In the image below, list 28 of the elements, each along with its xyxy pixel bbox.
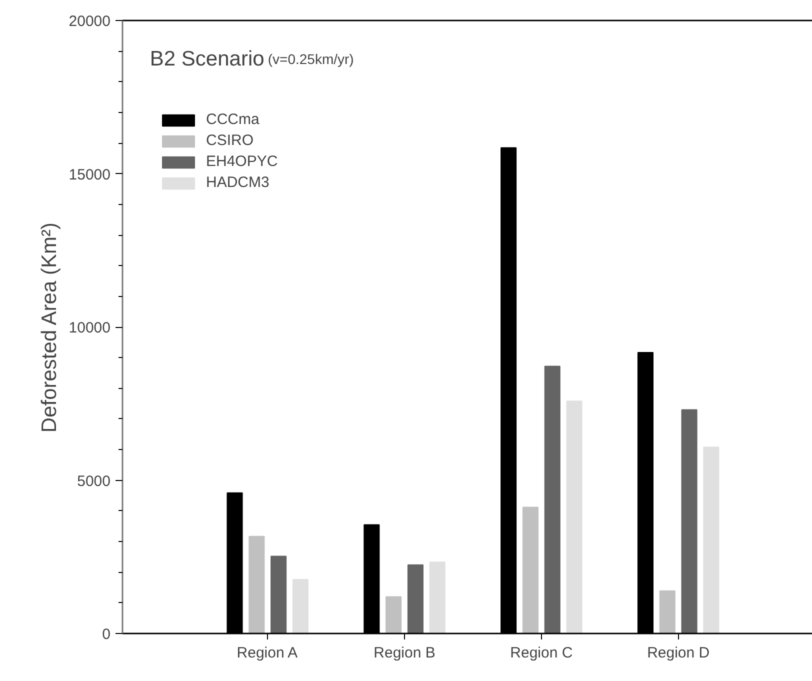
bar — [544, 366, 560, 634]
bar — [429, 562, 446, 634]
y-tick-label: 5000 — [77, 472, 111, 490]
y-tick-label: 10000 — [68, 320, 111, 336]
bar — [522, 506, 539, 634]
bar — [407, 564, 424, 634]
x-tick-label: Region A — [236, 644, 298, 662]
legend-label: CCCma — [206, 111, 260, 128]
legend-label: HADCM3 — [206, 174, 270, 191]
bar — [270, 556, 287, 634]
y-axis-title: Deforested Area (Km²) — [38, 222, 61, 433]
bar — [248, 536, 265, 634]
bar — [292, 579, 309, 634]
x-tick-label: Region D — [647, 644, 710, 662]
bar — [681, 409, 698, 634]
text: (v=0.25km/yr) — [268, 50, 354, 67]
bar — [566, 400, 582, 634]
x-tick-label: Region C — [510, 644, 573, 662]
bar — [703, 446, 720, 634]
text: B2 Scenario — [150, 47, 264, 70]
y-tick-label: 0 — [102, 626, 110, 643]
y-tick-label: 20000 — [68, 13, 111, 30]
legend-label: CSIRO — [206, 132, 254, 149]
y-tick-label: 15000 — [68, 166, 111, 184]
bar — [659, 590, 676, 634]
bar — [386, 596, 402, 634]
legend-label: EH4OPYC — [206, 153, 278, 170]
x-tick-label: Region B — [374, 644, 436, 662]
